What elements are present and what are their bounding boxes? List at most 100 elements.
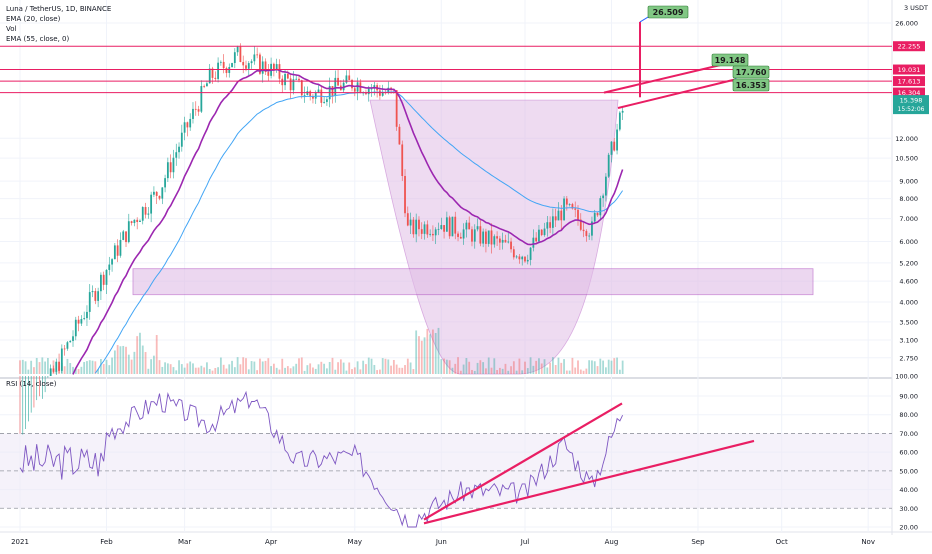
- candle-body[interactable]: [281, 78, 284, 86]
- candle-body[interactable]: [147, 213, 150, 215]
- candle-body[interactable]: [144, 207, 147, 215]
- candle-body[interactable]: [194, 108, 197, 110]
- candle-body[interactable]: [275, 64, 278, 70]
- candle-body[interactable]: [175, 152, 178, 158]
- candle-body[interactable]: [250, 61, 253, 64]
- candle-body[interactable]: [127, 221, 130, 243]
- candle-body[interactable]: [206, 83, 208, 87]
- candle-body[interactable]: [440, 225, 443, 229]
- target-tag-bg[interactable]: [732, 78, 770, 92]
- candle-body[interactable]: [125, 231, 127, 243]
- candle-body[interactable]: [161, 187, 164, 199]
- lower-trendline[interactable]: [617, 78, 736, 109]
- candle-body[interactable]: [618, 112, 621, 130]
- target-tag-bg[interactable]: [732, 65, 770, 79]
- candle-body[interactable]: [512, 249, 515, 258]
- candle-body[interactable]: [49, 368, 52, 376]
- candle-body[interactable]: [86, 311, 88, 319]
- candle-body[interactable]: [239, 46, 242, 62]
- candle-body[interactable]: [365, 92, 367, 95]
- candle-body[interactable]: [482, 231, 485, 244]
- candle-body[interactable]: [420, 229, 423, 234]
- candle-body[interactable]: [169, 162, 172, 173]
- candle-body[interactable]: [445, 217, 448, 232]
- candle-body[interactable]: [166, 162, 169, 179]
- candle-body[interactable]: [610, 141, 613, 155]
- candle-body[interactable]: [136, 219, 139, 222]
- candle-body[interactable]: [183, 122, 186, 133]
- candle-body[interactable]: [398, 126, 401, 145]
- candle-body[interactable]: [493, 236, 496, 245]
- candle-body[interactable]: [245, 65, 247, 69]
- target-tag-label[interactable]: 16.353: [736, 81, 767, 90]
- candle-body[interactable]: [55, 361, 58, 372]
- candle-body[interactable]: [303, 94, 306, 96]
- candle-body[interactable]: [404, 175, 406, 214]
- candle-body[interactable]: [538, 229, 540, 242]
- candle-body[interactable]: [549, 222, 551, 228]
- candle-body[interactable]: [69, 340, 72, 343]
- candle-body[interactable]: [423, 224, 426, 234]
- candle-body[interactable]: [60, 348, 63, 371]
- candle-body[interactable]: [256, 54, 259, 56]
- candle-body[interactable]: [565, 198, 568, 205]
- candle-body[interactable]: [186, 122, 189, 128]
- candle-body[interactable]: [231, 63, 233, 68]
- candle-body[interactable]: [63, 348, 66, 350]
- candle-body[interactable]: [264, 61, 267, 73]
- candle-body[interactable]: [326, 99, 328, 102]
- candle-body[interactable]: [100, 274, 102, 292]
- candle-body[interactable]: [487, 230, 490, 244]
- candle-body[interactable]: [153, 191, 155, 195]
- candle-body[interactable]: [122, 231, 125, 240]
- candle-body[interactable]: [540, 229, 543, 236]
- candle-body[interactable]: [83, 318, 86, 320]
- candle-body[interactable]: [412, 219, 415, 235]
- candle-body[interactable]: [532, 237, 535, 248]
- candle-body[interactable]: [485, 231, 487, 244]
- candle-body[interactable]: [211, 68, 214, 78]
- candle-body[interactable]: [342, 82, 345, 91]
- candle-body[interactable]: [113, 245, 116, 260]
- legend-symbol[interactable]: Luna / TetherUS, 1D, BINANCE: [6, 5, 112, 13]
- candle-body[interactable]: [415, 219, 418, 235]
- candle-body[interactable]: [554, 216, 557, 221]
- candle-body[interactable]: [546, 222, 549, 229]
- candle-body[interactable]: [289, 78, 292, 91]
- candle-body[interactable]: [462, 229, 465, 239]
- candle-body[interactable]: [613, 141, 616, 151]
- candle-body[interactable]: [510, 241, 512, 250]
- candle-body[interactable]: [225, 68, 228, 73]
- candle-body[interactable]: [426, 224, 429, 235]
- candle-body[interactable]: [585, 231, 588, 237]
- candle-body[interactable]: [543, 228, 546, 236]
- candle-body[interactable]: [524, 256, 526, 262]
- candle-body[interactable]: [222, 61, 225, 69]
- candle-body[interactable]: [607, 154, 610, 177]
- candle-body[interactable]: [80, 319, 83, 324]
- candle-body[interactable]: [605, 176, 607, 196]
- candle-body[interactable]: [496, 236, 498, 239]
- candle-body[interactable]: [102, 274, 105, 285]
- candle-body[interactable]: [507, 241, 510, 243]
- candle-body[interactable]: [515, 256, 518, 258]
- candle-body[interactable]: [596, 213, 599, 216]
- candle-body[interactable]: [94, 291, 97, 301]
- candle-body[interactable]: [189, 118, 192, 128]
- candle-body[interactable]: [203, 86, 206, 87]
- candle-body[interactable]: [247, 63, 250, 69]
- candle-body[interactable]: [616, 129, 618, 151]
- candle-body[interactable]: [381, 92, 384, 96]
- candle-body[interactable]: [498, 238, 501, 243]
- rsi-upper-trendline[interactable]: [423, 402, 623, 521]
- ema20-line[interactable]: [72, 68, 624, 375]
- candle-body[interactable]: [253, 54, 256, 62]
- candle-body[interactable]: [298, 78, 300, 81]
- candle-body[interactable]: [437, 228, 440, 230]
- candle-body[interactable]: [323, 101, 326, 103]
- candle-body[interactable]: [379, 90, 381, 96]
- target-tag-label[interactable]: 19.148: [715, 56, 746, 65]
- candle-body[interactable]: [409, 219, 412, 226]
